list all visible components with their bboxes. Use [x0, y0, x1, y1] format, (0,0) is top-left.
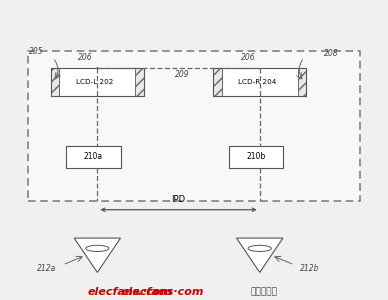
Text: 205: 205 [29, 47, 43, 56]
Text: LCD-R 204: LCD-R 204 [238, 79, 276, 85]
Bar [222, 68, 298, 96]
Bar [66, 146, 121, 168]
Text: 电子发烧友: 电子发烧友 [250, 287, 277, 296]
Text: 212b: 212b [300, 264, 320, 273]
FancyBboxPatch shape [28, 52, 360, 201]
Text: 206: 206 [241, 53, 255, 62]
Text: 209: 209 [175, 70, 190, 79]
Ellipse shape [248, 245, 271, 251]
Text: 212a: 212a [38, 264, 57, 273]
Bar [59, 68, 135, 96]
Text: LCD-L 202: LCD-L 202 [76, 79, 113, 85]
Bar [213, 68, 222, 96]
Bar [51, 68, 144, 96]
Bar [298, 68, 306, 96]
Text: elecfans: elecfans [88, 287, 140, 297]
Bar [51, 68, 59, 96]
Text: 208: 208 [324, 49, 338, 58]
Bar [229, 146, 283, 168]
Ellipse shape [86, 245, 109, 251]
Text: IPD: IPD [171, 195, 185, 204]
Bar [135, 68, 144, 96]
Text: ·com: ·com [142, 287, 172, 297]
Text: .: . [138, 287, 142, 297]
Text: elecfans·com: elecfans·com [122, 287, 204, 297]
Text: 210a: 210a [84, 152, 103, 161]
Polygon shape [74, 238, 121, 272]
Polygon shape [237, 238, 283, 272]
Bar [213, 68, 306, 96]
Text: 210b: 210b [246, 152, 265, 161]
Text: 206: 206 [78, 53, 93, 62]
